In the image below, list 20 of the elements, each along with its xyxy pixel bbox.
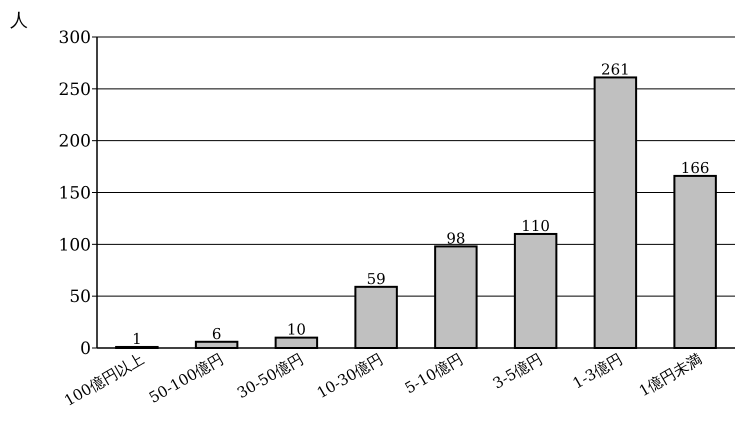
data-label: 110 (521, 216, 550, 235)
y-tick-label: 300 (58, 28, 91, 48)
x-tick-label: 1-3億円 (569, 350, 626, 393)
data-label: 98 (446, 229, 466, 248)
data-label: 261 (601, 60, 630, 78)
y-tick-label: 250 (58, 80, 91, 100)
data-label: 10 (286, 320, 306, 339)
data-label: 1 (132, 330, 142, 348)
x-tick-label: 3-5億円 (490, 350, 546, 393)
y-tick-label: 100 (58, 235, 91, 256)
y-tick-label: 200 (58, 132, 91, 152)
data-label: 59 (366, 270, 386, 288)
y-tick-label: 0 (80, 339, 91, 359)
data-label: 6 (212, 324, 222, 343)
y-tick-label: 50 (69, 287, 91, 308)
y-tick-label: 150 (58, 184, 91, 204)
y-axis-title: 人 (10, 10, 28, 31)
data-label: 166 (680, 158, 710, 177)
x-tick-label: 1億円未満 (636, 350, 706, 400)
x-tick-label: 5-10億円 (402, 350, 466, 398)
